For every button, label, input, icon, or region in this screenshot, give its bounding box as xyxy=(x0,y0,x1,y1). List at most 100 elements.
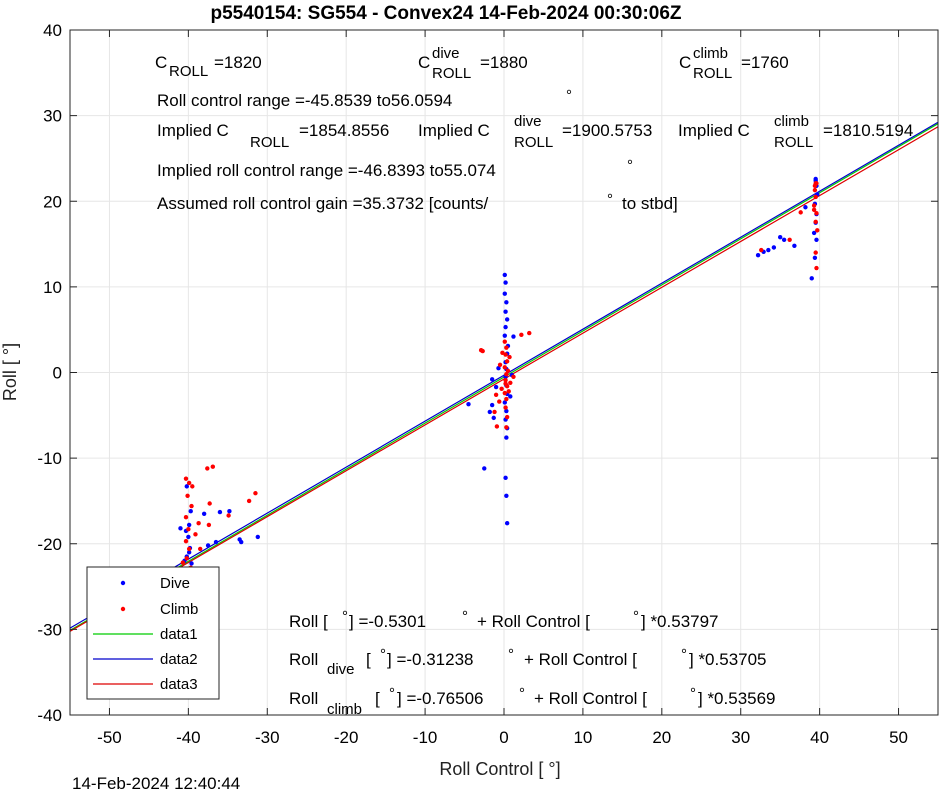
point-climb xyxy=(246,498,252,504)
point-dive xyxy=(503,475,508,481)
point-dive xyxy=(489,402,495,408)
point-dive xyxy=(504,493,509,498)
point-dive xyxy=(184,484,189,489)
y-tick-label: -30 xyxy=(37,620,62,639)
point-climb xyxy=(196,521,201,526)
point-dive xyxy=(491,415,496,421)
y-tick-label: 30 xyxy=(43,107,62,126)
point-climb xyxy=(198,546,203,552)
point-climb xyxy=(210,464,216,469)
point-dive xyxy=(186,534,191,540)
point-climb xyxy=(813,181,818,186)
point-climb xyxy=(814,265,819,271)
point-climb xyxy=(183,538,189,544)
point-dive xyxy=(511,334,516,339)
point-climb xyxy=(226,513,231,518)
point-dive xyxy=(186,522,192,528)
data-points xyxy=(178,176,820,587)
point-climb xyxy=(190,484,195,489)
svg-text:+ Roll Control [: + Roll Control [ xyxy=(534,689,647,708)
point-dive xyxy=(771,245,777,250)
point-climb xyxy=(527,330,532,336)
point-climb xyxy=(503,378,508,383)
point-climb xyxy=(493,392,499,397)
svg-text:dive: dive xyxy=(327,661,355,678)
point-dive xyxy=(781,237,787,242)
point-climb xyxy=(812,187,818,193)
y-tick-label: 40 xyxy=(43,21,62,40)
svg-text:] *0.53797: ] *0.53797 xyxy=(641,612,719,631)
point-climb xyxy=(502,365,507,370)
legend-dive-marker xyxy=(120,580,126,586)
c-roll-climb-annotation: C climb ROLL =1760 xyxy=(679,45,789,82)
svg-text:climb: climb xyxy=(327,701,362,718)
point-dive xyxy=(504,300,509,305)
svg-text:] *0.53569: ] *0.53569 xyxy=(698,689,776,708)
point-dive xyxy=(205,543,211,548)
point-dive xyxy=(227,509,232,514)
point-climb xyxy=(503,381,508,386)
point-dive xyxy=(504,521,510,526)
point-dive xyxy=(496,366,501,371)
point-climb xyxy=(504,359,510,364)
x-tick-label: 40 xyxy=(810,728,829,747)
svg-text:ROLL: ROLL xyxy=(169,63,208,80)
implied-range-degree-symbol: ° xyxy=(627,157,633,174)
point-dive xyxy=(502,333,507,338)
c-roll-climb-sup: climb xyxy=(693,45,728,62)
point-climb xyxy=(519,332,524,338)
c-roll-value: =1820 xyxy=(214,53,262,72)
point-climb xyxy=(798,210,803,215)
point-climb xyxy=(184,556,189,561)
legend-climb-marker xyxy=(120,606,126,612)
point-climb xyxy=(508,380,513,385)
legend: Dive Climb data1 data2 data3 xyxy=(86,566,220,700)
point-climb xyxy=(504,345,509,350)
gain-degree-symbol: ° xyxy=(607,191,613,208)
svg-text:°: ° xyxy=(681,646,687,663)
c-roll-climb-sub: ROLL xyxy=(693,65,732,82)
point-climb xyxy=(186,546,192,552)
point-climb xyxy=(814,211,819,216)
point-dive xyxy=(503,280,508,285)
c-roll-main: C xyxy=(155,53,167,72)
x-ticks: -50 -40 -30 -20 -10 0 10 20 30 40 50 xyxy=(97,30,908,747)
c-roll-dive-sub: ROLL xyxy=(432,65,471,82)
legend-data3-label: data3 xyxy=(160,676,198,693)
y-ticks: -40 -30 -20 -10 0 10 20 30 40 xyxy=(37,21,938,725)
point-dive xyxy=(255,534,261,540)
x-tick-label: 30 xyxy=(731,728,750,747)
point-climb xyxy=(815,228,820,233)
range-degree-symbol: ° xyxy=(566,87,572,104)
y-tick-label: -10 xyxy=(37,449,62,468)
point-dive xyxy=(503,324,508,330)
y-tick-label: -20 xyxy=(37,535,62,554)
svg-text:Implied C: Implied C xyxy=(678,121,750,140)
assumed-roll-control-gain: Assumed roll control gain =35.3732 [coun… xyxy=(157,194,489,213)
point-climb xyxy=(180,560,186,565)
svg-text:=1810.5194: =1810.5194 xyxy=(823,121,913,140)
c-roll-dive-sup: dive xyxy=(432,45,460,62)
point-dive xyxy=(482,466,487,471)
c-roll-sub: ROLL xyxy=(169,63,208,80)
x-tick-label: -40 xyxy=(176,728,201,747)
svg-text:C: C xyxy=(155,53,167,72)
svg-text:+ Roll Control [: + Roll Control [ xyxy=(477,612,590,631)
x-tick-label: -30 xyxy=(255,728,280,747)
implied-c-roll-dive: Implied C dive ROLL =1900.5753 xyxy=(418,113,652,151)
c-roll-dive-annotation: C dive ROLL =1880 xyxy=(418,45,528,82)
point-dive xyxy=(811,230,817,236)
point-dive xyxy=(504,408,509,414)
fit-all-equation: Roll [ ° ] =-0.5301 ° + Roll Control [ °… xyxy=(289,608,719,631)
point-climb xyxy=(186,480,192,486)
point-dive xyxy=(502,272,507,278)
point-dive xyxy=(812,255,818,260)
point-climb xyxy=(759,247,764,253)
svg-text:] =-0.5301: ] =-0.5301 xyxy=(349,612,426,631)
svg-text:Roll: Roll xyxy=(289,650,318,669)
point-climb xyxy=(183,515,189,520)
svg-text:°: ° xyxy=(519,685,525,702)
svg-text:Implied C: Implied C xyxy=(418,121,490,140)
c-roll-climb-value: =1760 xyxy=(741,53,789,72)
